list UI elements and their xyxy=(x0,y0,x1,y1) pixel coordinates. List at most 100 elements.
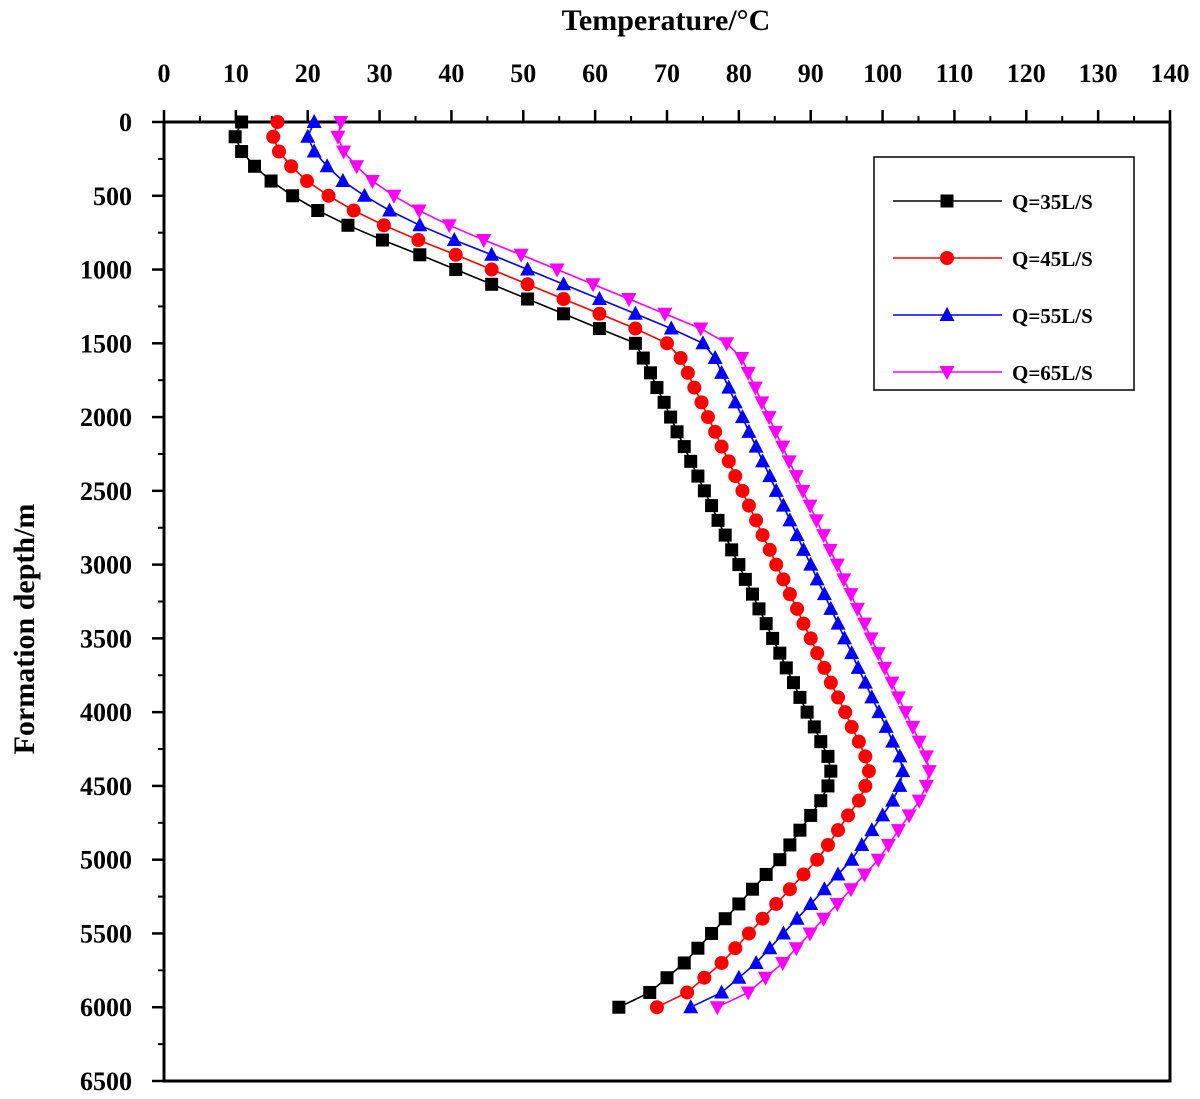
data-point xyxy=(271,144,286,159)
data-point xyxy=(755,528,770,543)
data-point xyxy=(885,733,901,748)
data-point xyxy=(375,233,389,247)
data-point xyxy=(694,395,709,410)
data-point xyxy=(892,777,908,792)
data-point xyxy=(752,602,766,616)
data-point xyxy=(857,674,873,689)
data-point xyxy=(663,320,679,335)
data-point xyxy=(775,497,791,512)
data-point xyxy=(300,128,316,143)
data-point xyxy=(714,955,729,970)
data-point xyxy=(786,676,800,690)
data-point xyxy=(248,159,262,173)
data-point xyxy=(793,823,807,837)
data-point xyxy=(748,954,764,969)
data-point xyxy=(773,853,787,867)
data-point xyxy=(895,763,911,778)
data-point xyxy=(841,808,856,823)
y-tick-label: 3000 xyxy=(80,551,132,580)
y-tick-label: 6500 xyxy=(80,1067,132,1096)
data-point xyxy=(709,1001,725,1016)
data-point xyxy=(816,586,832,601)
data-point xyxy=(795,484,811,499)
data-point xyxy=(759,867,773,881)
x-tick-label: 40 xyxy=(438,59,464,88)
data-point xyxy=(854,836,870,851)
data-point xyxy=(789,910,805,925)
data-point xyxy=(850,659,866,674)
y-tick-label: 5000 xyxy=(80,846,132,875)
data-point xyxy=(657,307,673,322)
x-tick-label: 140 xyxy=(1151,59,1190,88)
data-point xyxy=(731,969,747,984)
data-point xyxy=(693,322,709,337)
data-point xyxy=(776,572,791,587)
data-point xyxy=(728,941,743,956)
data-point xyxy=(336,145,352,160)
data-point xyxy=(890,824,906,839)
data-point xyxy=(864,689,880,704)
data-point xyxy=(817,660,832,675)
data-point xyxy=(708,424,723,439)
data-point xyxy=(683,999,699,1014)
data-point xyxy=(871,704,887,719)
data-point xyxy=(857,868,873,883)
y-axis-title: Formation depth/m xyxy=(8,504,41,755)
data-point xyxy=(757,971,773,986)
data-point xyxy=(844,851,860,866)
data-point xyxy=(660,971,674,985)
data-point xyxy=(769,896,784,911)
legend-marker xyxy=(939,366,955,380)
axis-ticks: 0 10 20 30 40 50 60 70 80 90 100 110 120 130 140 0 500 10… xyxy=(80,59,1190,1096)
data-point xyxy=(802,927,818,942)
data-point xyxy=(306,143,322,158)
data-point xyxy=(844,719,859,734)
data-point xyxy=(816,912,832,927)
data-point xyxy=(333,116,349,130)
data-point xyxy=(858,749,873,764)
data-point xyxy=(918,750,934,765)
data-point xyxy=(892,748,908,763)
data-point xyxy=(775,925,791,940)
data-point xyxy=(346,203,361,218)
data-point xyxy=(266,129,281,144)
data-point xyxy=(796,867,811,882)
series-3 xyxy=(300,114,911,1014)
data-point xyxy=(918,779,934,794)
data-point xyxy=(766,631,780,645)
data-point xyxy=(803,895,819,910)
x-tick-label: 90 xyxy=(798,59,824,88)
data-point xyxy=(782,882,797,897)
data-point xyxy=(721,454,736,469)
data-point xyxy=(718,528,732,542)
data-point xyxy=(851,793,866,808)
data-point xyxy=(714,364,730,379)
data-point xyxy=(884,676,900,691)
data-point xyxy=(781,455,797,470)
data-point xyxy=(809,571,825,586)
data-point xyxy=(831,690,846,705)
data-point xyxy=(822,543,838,558)
data-point xyxy=(680,365,695,380)
data-point xyxy=(741,926,756,941)
data-point xyxy=(627,305,643,320)
data-point xyxy=(335,173,351,188)
data-point xyxy=(754,396,770,411)
data-point xyxy=(911,794,927,809)
y-tick-label: 4000 xyxy=(80,698,132,727)
data-point xyxy=(549,263,565,278)
data-point xyxy=(911,735,927,750)
data-point xyxy=(649,1000,664,1015)
data-point xyxy=(721,379,737,394)
data-point xyxy=(746,882,760,896)
data-point xyxy=(691,941,705,955)
data-point xyxy=(783,838,797,852)
data-point xyxy=(761,411,777,426)
data-point xyxy=(746,587,760,601)
data-point xyxy=(270,115,285,129)
x-tick-label: 80 xyxy=(726,59,752,88)
data-point xyxy=(779,661,793,675)
data-point xyxy=(768,425,784,440)
legend-item: Q=45L/S xyxy=(893,247,1093,271)
data-point xyxy=(684,454,698,468)
